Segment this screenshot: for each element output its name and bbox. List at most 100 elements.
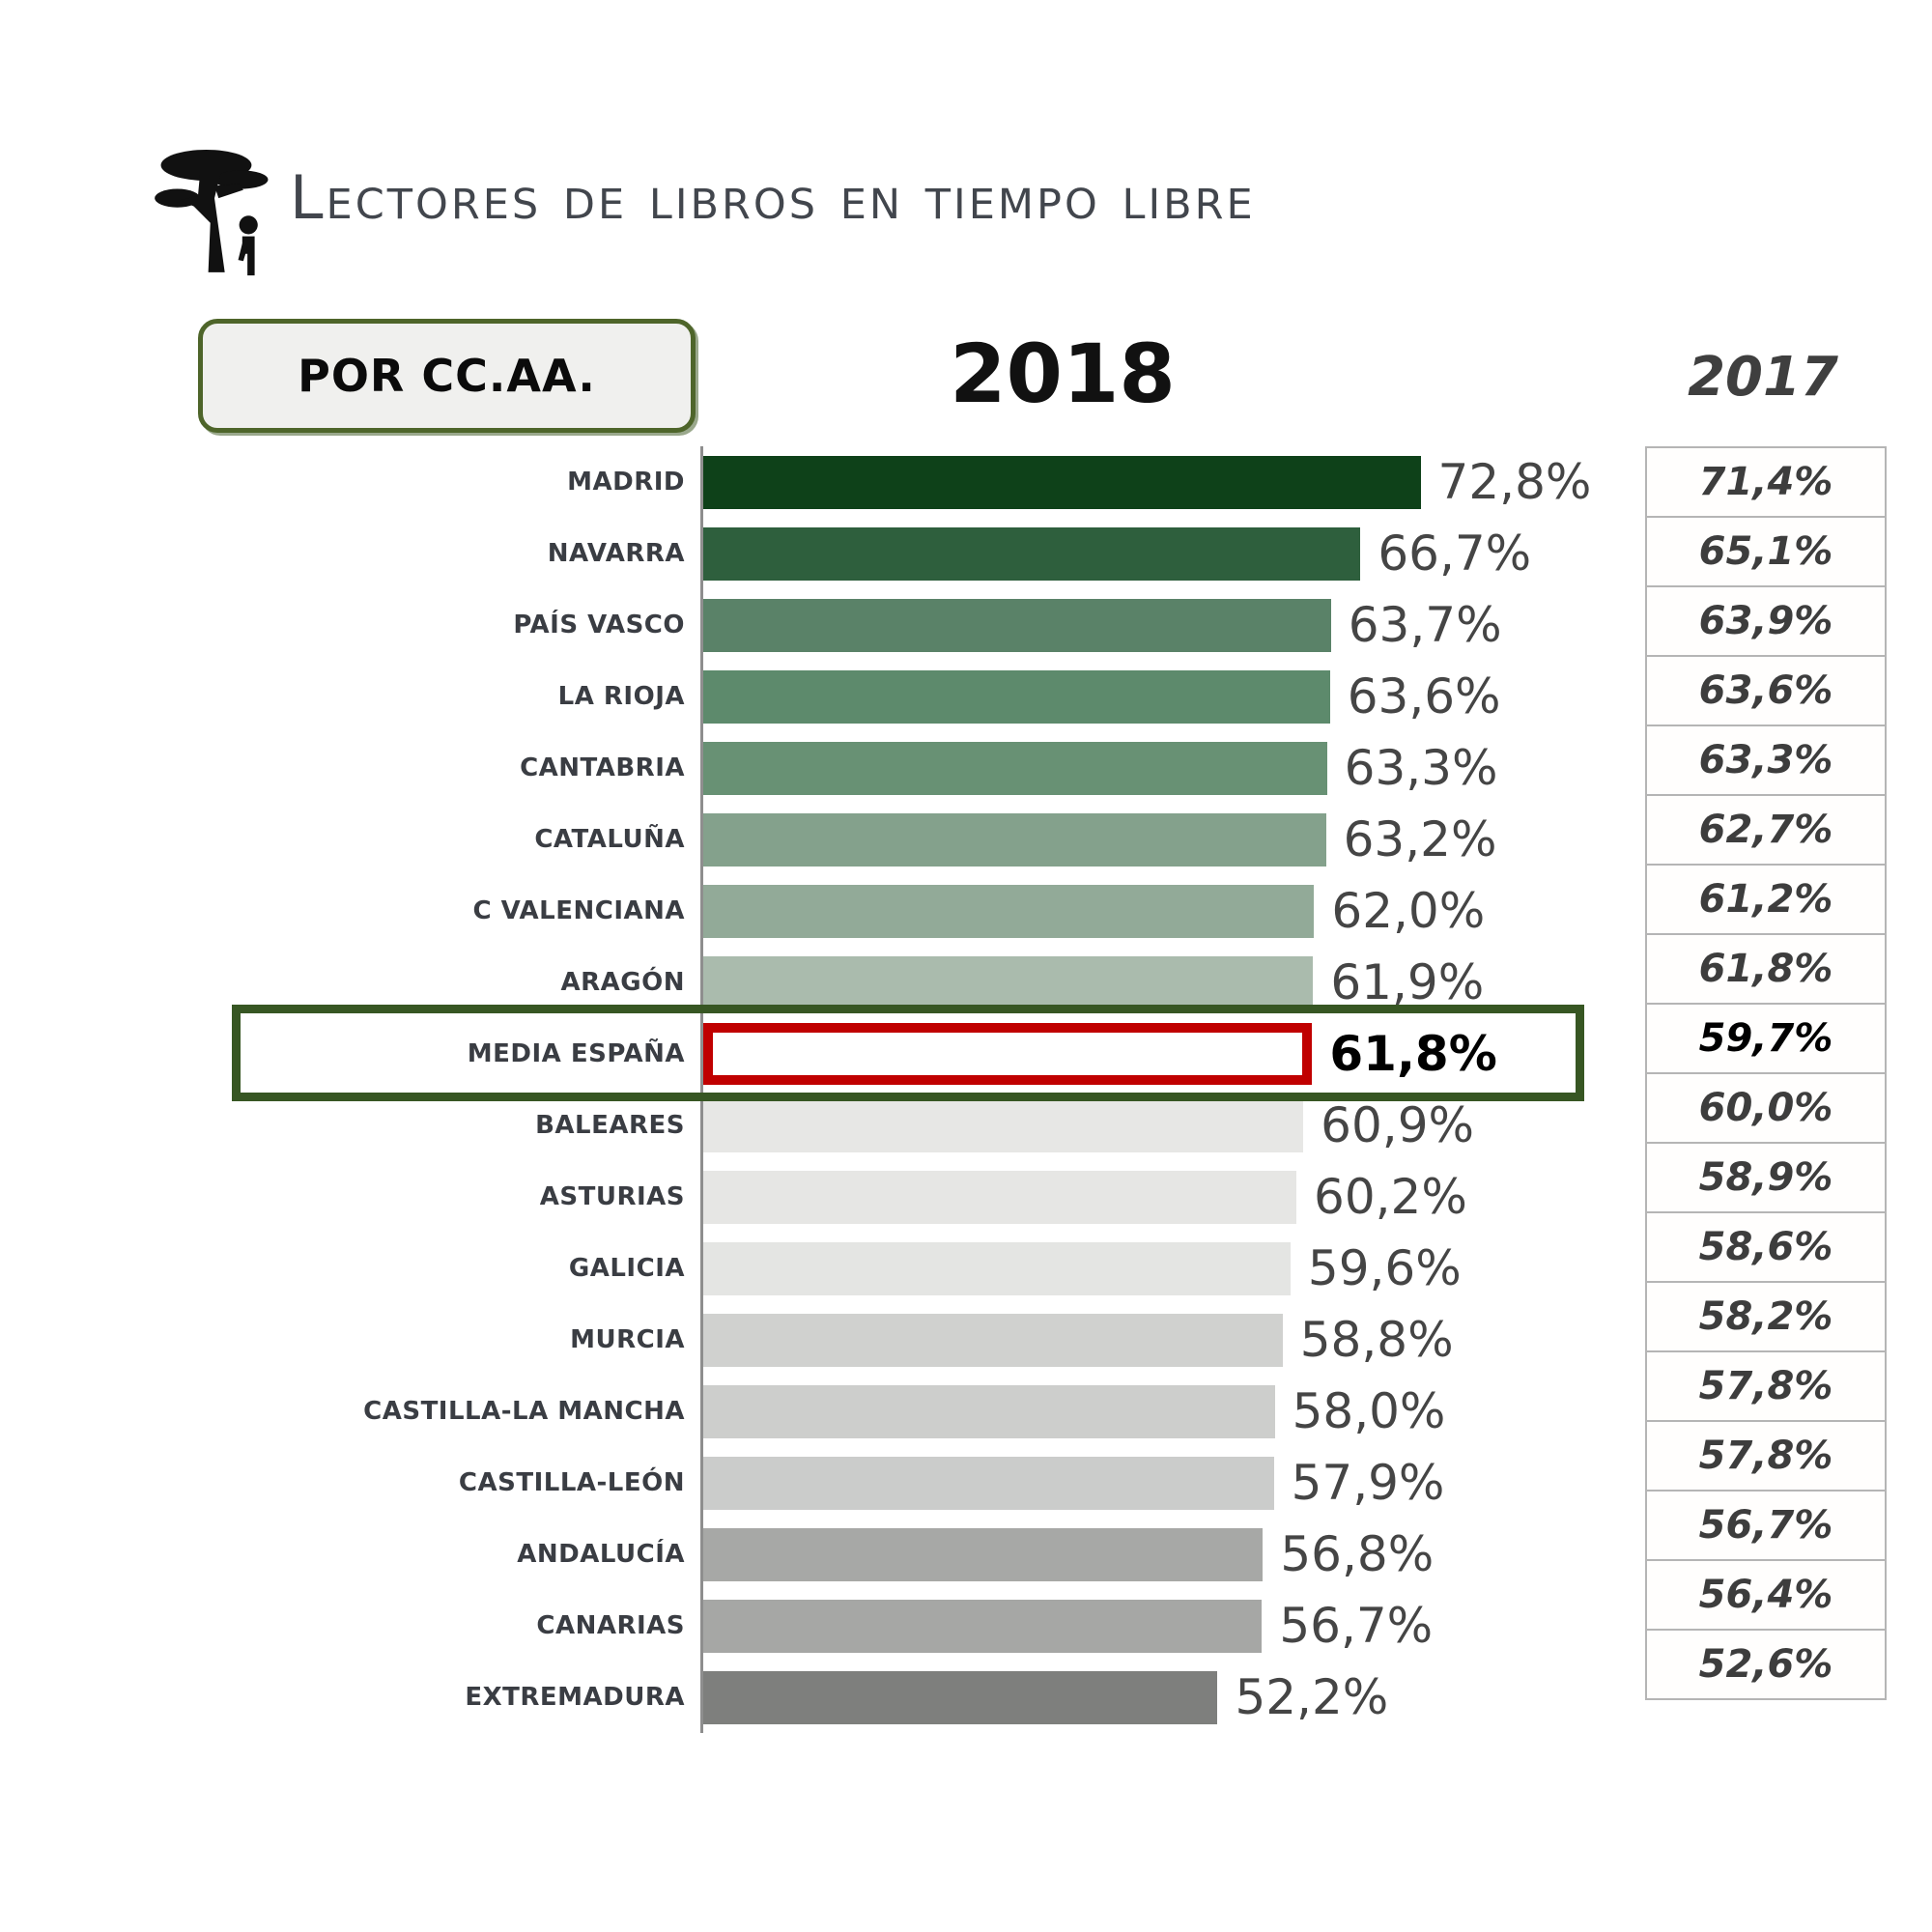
category-label: PAÍS VASCO [513, 611, 685, 639]
category-label: ARAGÓN [560, 968, 685, 997]
bar-row: 61,9% [703, 947, 1645, 1018]
bar-value-2018: 61,9% [1330, 954, 1485, 1010]
bar-value-2018: 58,8% [1299, 1312, 1454, 1368]
table-cell-2017: 65,1% [1645, 516, 1887, 587]
table-cell-2017: 60,0% [1645, 1072, 1887, 1144]
bar-row: 58,8% [703, 1304, 1645, 1376]
bar-value-2018: 60,9% [1321, 1097, 1475, 1153]
bar-value-2018: 62,0% [1331, 883, 1486, 939]
bar-2018 [703, 455, 1421, 509]
category-label: MADRID [567, 468, 685, 497]
bar-value-2018: 61,8% [1329, 1026, 1497, 1082]
table-cell-2017: 63,3% [1645, 724, 1887, 796]
bar-row: 52,2% [703, 1662, 1645, 1733]
bar-row: 63,2% [703, 804, 1645, 875]
bar-2018 [703, 955, 1314, 1009]
table-cell-2017: 57,8% [1645, 1350, 1887, 1422]
values-table-2017: 71,4% 65,1% 63,9% 63,6% 63,3% 62,7% 61,2% 61,8%… [1645, 446, 1887, 1733]
tree-with-person-icon [155, 150, 269, 276]
bar-2018 [703, 1313, 1283, 1367]
category-label: NAVARRA [547, 539, 685, 568]
bar-2018 [703, 526, 1361, 581]
bar-value-2018: 58,0% [1292, 1383, 1446, 1439]
bar-2018 [703, 1527, 1264, 1581]
bar-2018 [703, 669, 1330, 724]
category-label: CANARIAS [536, 1611, 685, 1640]
bar-value-2018: 59,6% [1307, 1240, 1462, 1296]
category-labels-column: MADRID NAVARRA PAÍS VASCO LA RIOJA CANTABRIA… [193, 446, 700, 1733]
bar-chart: MADRID NAVARRA PAÍS VASCO LA RIOJA CANTABRIA… [193, 446, 1887, 1733]
table-cell-2017: 56,4% [1645, 1559, 1887, 1631]
bar-2018 [703, 598, 1331, 652]
bar-row: 60,9% [703, 1090, 1645, 1161]
table-cell-2017: 57,8% [1645, 1420, 1887, 1492]
bar-value-2018: 63,6% [1347, 668, 1501, 724]
bar-2018 [703, 1098, 1304, 1152]
category-label: EXTREMADURA [465, 1683, 685, 1712]
table-cell-2017: 62,7% [1645, 794, 1887, 866]
table-cell-2017: 58,6% [1645, 1211, 1887, 1283]
table-cell-2017: 58,2% [1645, 1281, 1887, 1352]
bar-value-2018: 60,2% [1314, 1169, 1467, 1225]
category-label: ASTURIAS [539, 1182, 685, 1211]
bar-2018 [703, 1384, 1275, 1438]
bar-row: 56,8% [703, 1519, 1645, 1590]
category-label: CANTABRIA [520, 753, 685, 782]
bar-row: 66,7% [703, 518, 1645, 589]
category-label: GALICIA [568, 1254, 685, 1283]
bar-2018-highlighted [703, 1023, 1313, 1085]
bar-row: 58,0% [703, 1376, 1645, 1447]
bar-2018 [703, 1170, 1297, 1224]
category-label: MURCIA [570, 1325, 685, 1354]
bars-column-2018: 72,8% 66,7% 63,7% 63,6% 63,3% 63,2% 62,0% 61,9%… [700, 446, 1645, 1733]
bar-2018 [703, 1670, 1218, 1724]
page-title: Lectores de libros en tiempo libre [290, 162, 1256, 233]
table-cell-2017: 71,4% [1645, 446, 1887, 518]
column-header-2018: 2018 [950, 327, 1176, 421]
group-selector-box: POR CC.AA. [198, 319, 696, 433]
group-selector-label: POR CC.AA. [298, 350, 596, 402]
bar-row: 72,8% [703, 446, 1645, 518]
category-label: LA RIOJA [557, 682, 685, 711]
category-label: CATALUÑA [534, 825, 685, 854]
table-cell-2017: 61,8% [1645, 933, 1887, 1005]
table-cell-2017: 63,9% [1645, 585, 1887, 657]
bar-2018 [703, 1599, 1263, 1653]
category-label: ANDALUCÍA [517, 1540, 685, 1569]
bar-row: 59,6% [703, 1233, 1645, 1304]
bar-value-2018: 57,9% [1291, 1455, 1445, 1511]
bar-value-2018: 72,8% [1437, 454, 1592, 510]
bar-value-2018: 56,7% [1279, 1598, 1434, 1654]
table-cell-2017: 61,2% [1645, 864, 1887, 935]
bar-row: 62,0% [703, 875, 1645, 947]
category-label: CASTILLA-LA MANCHA [363, 1397, 685, 1426]
bar-row: 56,7% [703, 1590, 1645, 1662]
bar-value-2018: 66,7% [1378, 526, 1532, 582]
bar-row: 63,6% [703, 661, 1645, 732]
bar-row: 63,7% [703, 589, 1645, 661]
table-cell-2017: 56,7% [1645, 1490, 1887, 1561]
bar-value-2018: 63,7% [1348, 597, 1502, 653]
bar-row: 57,9% [703, 1447, 1645, 1519]
bar-2018 [703, 812, 1326, 867]
bar-2018 [703, 884, 1315, 938]
category-label: MEDIA ESPAÑA [467, 1039, 685, 1068]
bar-row: 60,2% [703, 1161, 1645, 1233]
category-label: C VALENCIANA [472, 896, 685, 925]
bar-row: 61,8% [703, 1018, 1645, 1090]
bar-row: 63,3% [703, 732, 1645, 804]
table-cell-2017: 52,6% [1645, 1629, 1887, 1700]
category-label: BALEARES [535, 1111, 685, 1140]
table-cell-2017: 59,7% [1645, 1003, 1887, 1074]
category-label: CASTILLA-LEÓN [458, 1468, 685, 1497]
table-cell-2017: 58,9% [1645, 1142, 1887, 1213]
bar-value-2018: 56,8% [1280, 1526, 1435, 1582]
bar-2018 [703, 1241, 1291, 1295]
column-header-2017: 2017 [1688, 346, 1838, 409]
bar-2018 [703, 741, 1327, 795]
bar-value-2018: 63,2% [1343, 811, 1497, 867]
bar-value-2018: 52,2% [1235, 1669, 1389, 1725]
bar-2018 [703, 1456, 1274, 1510]
table-cell-2017: 63,6% [1645, 655, 1887, 726]
